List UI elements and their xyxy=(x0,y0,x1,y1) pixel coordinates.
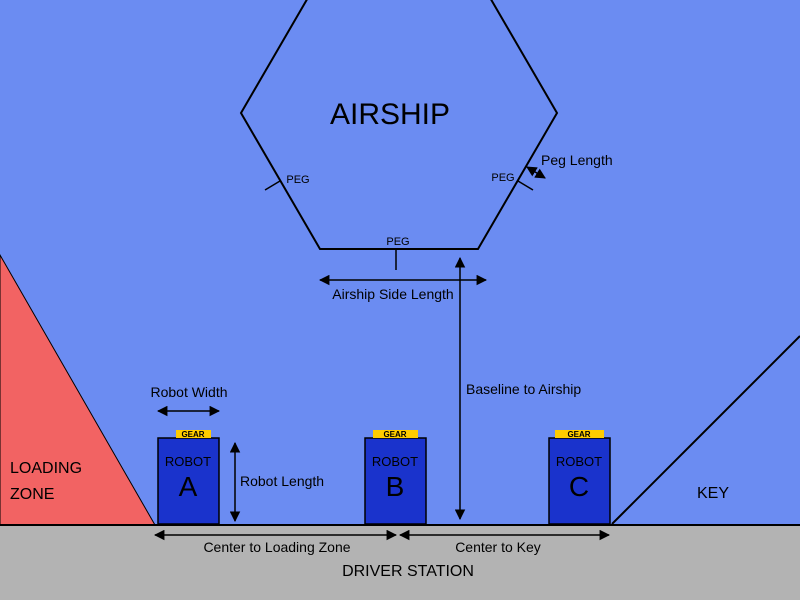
peg-right xyxy=(517,180,534,191)
peg-left xyxy=(264,180,281,191)
key-label: KEY xyxy=(697,485,729,502)
robot-b: GEAR ROBOT B xyxy=(364,430,427,525)
peg-right-label: PEG xyxy=(491,172,514,184)
airship-title: AIRSHIP xyxy=(330,98,450,131)
loading-zone-label-line2: ZONE xyxy=(10,486,54,503)
robot-width-label: Robot Width xyxy=(150,384,227,400)
robot-a-gear-label: GEAR xyxy=(181,430,204,439)
baseline-to-airship-label: Baseline to Airship xyxy=(466,381,581,397)
robot-c: GEAR ROBOT C xyxy=(548,430,611,525)
airship-hexagon xyxy=(239,0,559,250)
airship-side-length-label: Airship Side Length xyxy=(332,286,453,302)
robot-a-letter: A xyxy=(179,471,198,502)
peg-length-arrow xyxy=(526,166,546,179)
robot-c-label: ROBOT xyxy=(556,454,602,469)
center-to-key-label: Center to Key xyxy=(455,539,541,555)
robot-b-label: ROBOT xyxy=(372,454,418,469)
robot-a-gear xyxy=(176,430,211,438)
robot-c-gear xyxy=(555,430,604,438)
robot-a-body xyxy=(157,437,220,525)
robot-c-body xyxy=(548,437,611,525)
robot-b-gear xyxy=(373,430,418,438)
driver-station-label: DRIVER STATION xyxy=(342,563,474,580)
robot-b-body xyxy=(364,437,427,525)
robot-c-gear-label: GEAR xyxy=(567,430,590,439)
robot-b-letter: B xyxy=(386,471,405,502)
peg-length-label: Peg Length xyxy=(541,152,613,168)
loading-zone-label-line1: LOADING xyxy=(10,460,82,477)
key-boundary xyxy=(611,335,800,525)
robot-a: GEAR ROBOT A xyxy=(157,430,220,525)
robot-c-letter: C xyxy=(569,471,589,502)
peg-bottom-label: PEG xyxy=(386,236,409,248)
robot-a-label: ROBOT xyxy=(165,454,211,469)
robot-b-gear-label: GEAR xyxy=(383,430,406,439)
robot-length-label: Robot Length xyxy=(240,473,324,489)
center-to-loading-zone-label: Center to Loading Zone xyxy=(203,539,350,555)
peg-left-label: PEG xyxy=(286,174,309,186)
